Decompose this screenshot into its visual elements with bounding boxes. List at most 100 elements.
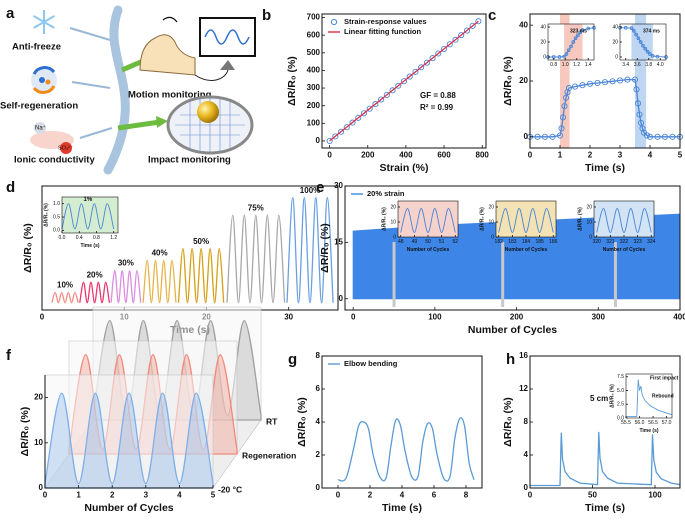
x-tick-label: 0: [40, 313, 45, 322]
y-tick-label: 0: [524, 132, 529, 141]
x-axis-label: Number of Cycles: [407, 247, 450, 253]
y-axis-label: ΔR/R₀ (%): [22, 223, 34, 273]
arrow-head: [156, 116, 168, 128]
y-tick-label: 400: [307, 66, 321, 75]
x-tick-label: 0.4: [76, 235, 83, 241]
x-tick-label: 1.4: [585, 62, 592, 68]
legend-label: Strain-response values: [344, 17, 427, 26]
x-tick-label: 1.2: [573, 62, 580, 68]
point: [633, 86, 640, 93]
x-tick-label: 3.6: [634, 62, 641, 68]
y-tick-label: 12: [519, 384, 528, 393]
series-label: 10%: [57, 281, 73, 290]
point: [566, 48, 571, 53]
line: [530, 431, 681, 487]
point: [440, 45, 448, 52]
x-tick-label: 3: [144, 491, 149, 500]
x-tick-label: 200: [510, 313, 524, 322]
y-tick-label: 2: [316, 450, 321, 459]
x-tick-label: 182: [495, 239, 504, 245]
point: [643, 132, 651, 139]
x-axis-label: Time (s): [639, 428, 658, 434]
y-tick-label: 4: [316, 417, 321, 426]
series-label: RT: [266, 416, 278, 426]
y-tick-label: 0: [491, 234, 494, 240]
x-tick-label: 400: [673, 313, 685, 322]
snowflake-icon: [33, 10, 55, 34]
x-tick-label: 323: [633, 239, 642, 245]
point: [564, 52, 569, 56]
panel-label: g: [288, 351, 297, 368]
panel-label: c: [488, 7, 496, 24]
x-tick-label: 6: [432, 491, 437, 500]
point: [389, 87, 396, 94]
plot-area: [594, 201, 654, 237]
y-tick-label: 300: [307, 83, 321, 92]
x-tick-label: 400: [399, 151, 413, 160]
y-tick-label: 2.5: [617, 402, 624, 408]
y-axis-label: ΔR/R₀ (%): [502, 397, 514, 447]
x-tick-label: 30: [284, 313, 293, 322]
annotation: 323 ms: [570, 28, 587, 34]
x-tick-label: 0: [327, 151, 332, 160]
feature-label: Impact monitoring: [148, 155, 231, 166]
x-tick-label: 3.8: [645, 62, 652, 68]
y-tick-label: 4: [524, 450, 529, 459]
x-axis-label: Number of Cycles: [505, 247, 548, 253]
point: [661, 133, 669, 140]
x-tick-label: 4: [177, 491, 182, 500]
legend-label: Elbow bending: [344, 359, 398, 368]
y-tick-label: 10: [488, 219, 494, 225]
x-tick-label: 0.8: [550, 62, 557, 68]
y-tick-label: 40: [540, 24, 546, 30]
hydrogel-fiber: [103, 5, 130, 175]
x-tick-label: 2: [588, 151, 593, 160]
series-label: -20 °C: [218, 484, 242, 494]
point: [655, 54, 660, 59]
feature-label: Anti-freeze: [12, 42, 61, 53]
series-label: 50%: [193, 237, 209, 246]
point: [366, 105, 373, 112]
annotation: GF = 0.88: [420, 91, 456, 100]
y-tick-label: 8: [524, 417, 529, 426]
x-tick-label: 0: [336, 491, 341, 500]
annotation: R² = 0.99: [420, 103, 454, 112]
point: [557, 55, 562, 59]
point: [650, 54, 655, 58]
point: [636, 36, 641, 41]
point: [645, 49, 650, 54]
y-tick-label: 700: [307, 13, 321, 22]
panel-label: e: [316, 179, 324, 196]
point: [580, 28, 585, 32]
annotation: First impact: [650, 375, 679, 381]
point: [636, 111, 643, 118]
y-tick-label: 20: [586, 204, 592, 210]
plane: [44, 374, 214, 489]
x-tick-label: 321: [606, 239, 615, 245]
point: [624, 76, 631, 83]
panel-label: d: [6, 179, 15, 196]
point: [631, 76, 639, 83]
panel-a: a Anti-freeze Self-regeneration Na⁺ SO₄²…: [0, 5, 256, 175]
legend-label: 20% strain: [367, 189, 405, 198]
line: [286, 197, 334, 304]
line: [626, 379, 673, 417]
line: [530, 78, 680, 138]
plot-area: [496, 201, 556, 237]
x-tick-label: 56.5: [648, 420, 658, 426]
x-tick-label: 3.4: [622, 62, 629, 68]
point: [586, 80, 594, 87]
point: [573, 36, 578, 41]
y-axis-label: ΔR/R₀ (%): [296, 397, 308, 447]
series-label: 1%: [84, 197, 93, 203]
y-axis-label: ΔR/R₀ (%): [286, 56, 298, 106]
x-tick-label: 57.0: [662, 420, 672, 426]
point: [641, 43, 645, 48]
line: [226, 214, 286, 304]
highlight-span: [635, 14, 647, 148]
x-tick-label: 56.0: [635, 420, 645, 426]
point: [561, 103, 568, 110]
ion-icon: [30, 122, 74, 154]
x-axis-label: Time (s): [585, 162, 625, 174]
x-axis-label: Time (s): [382, 502, 422, 514]
